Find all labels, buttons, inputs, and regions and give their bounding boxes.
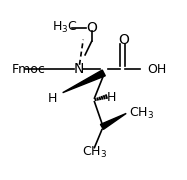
Text: H: H bbox=[107, 91, 116, 104]
Text: H$_3$C: H$_3$C bbox=[52, 20, 77, 35]
Text: Fmoc: Fmoc bbox=[12, 63, 46, 76]
Text: O: O bbox=[118, 33, 129, 47]
Text: CH$_3$: CH$_3$ bbox=[82, 145, 107, 160]
Text: O: O bbox=[86, 21, 97, 35]
Polygon shape bbox=[100, 113, 126, 129]
Text: CH$_3$: CH$_3$ bbox=[129, 106, 154, 121]
Polygon shape bbox=[63, 70, 105, 93]
Text: OH: OH bbox=[147, 63, 166, 76]
Text: H: H bbox=[48, 92, 57, 105]
Text: N: N bbox=[73, 62, 84, 76]
